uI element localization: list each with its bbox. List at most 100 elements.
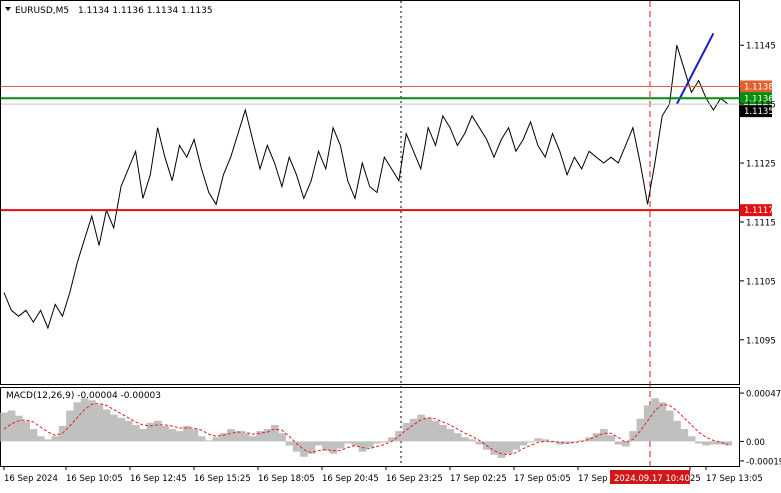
macd-histogram-bar xyxy=(351,441,360,446)
macd-histogram-bar xyxy=(687,436,696,442)
macd-histogram-bar xyxy=(344,441,352,444)
macd-histogram-bar xyxy=(461,437,469,442)
macd-histogram-bar xyxy=(534,438,542,442)
x-tick-label: 16 Sep 2024 xyxy=(4,474,58,484)
event-time-label: 2024.09.17 10:40 xyxy=(614,474,690,484)
macd-histogram-bar xyxy=(44,439,52,442)
macd-histogram-bar xyxy=(556,441,564,445)
macd-histogram-bar xyxy=(358,441,367,452)
macd-histogram-bar xyxy=(680,429,689,442)
macd-histogram-bar xyxy=(285,441,294,446)
macd-histogram-bar xyxy=(695,441,703,444)
x-tick-label: 16 Sep 23:25 xyxy=(386,474,443,484)
macd-histogram-bar xyxy=(51,436,60,442)
macd-histogram-bar xyxy=(205,440,213,442)
vertical-lines xyxy=(400,1,651,466)
price-plot xyxy=(3,32,729,330)
current-price-price-tag xyxy=(740,105,772,118)
macd-histogram-bar xyxy=(212,437,221,442)
trend-line[interactable] xyxy=(675,32,715,105)
macd-histogram-bar xyxy=(7,410,16,442)
macd-histogram-bar xyxy=(636,418,645,442)
resistance-price-label: 1.1138 xyxy=(744,82,774,92)
macd-histogram-bar xyxy=(373,441,382,444)
price-line xyxy=(3,45,729,330)
macd-histogram-bar xyxy=(153,420,162,442)
macd-histogram-bar xyxy=(175,431,184,442)
macd-histogram-bar xyxy=(161,425,169,442)
macd-histogram-bar xyxy=(241,433,250,442)
macd-histogram-bar xyxy=(314,441,323,446)
dropdown-triangle-icon[interactable] xyxy=(5,7,11,11)
macd-signal-line xyxy=(3,402,729,456)
macd-histogram-bar xyxy=(417,414,425,442)
macd-histogram-bar xyxy=(497,441,506,458)
macd-histogram-bar xyxy=(519,441,528,446)
macd-histogram-bar xyxy=(190,429,199,442)
macd-histogram-bar xyxy=(146,422,155,442)
macd-histogram-bar xyxy=(402,422,411,442)
macd-histogram-bar xyxy=(131,424,140,442)
macd-histogram-bar xyxy=(95,404,104,442)
macd-title: MACD(12,26,9) -0.00004 -0.00003 xyxy=(6,391,161,401)
x-tick-label: 17 Sep 13:05 xyxy=(706,474,763,484)
ohlc-values: 1.1134 1.1136 1.1134 1.1135 xyxy=(78,6,213,16)
macd-histogram-bar xyxy=(717,441,725,445)
macd-histogram-bar xyxy=(468,439,477,442)
macd-histogram-bar xyxy=(270,424,279,442)
target-price-label: 1.1136 xyxy=(744,94,774,104)
macd-histogram-bar xyxy=(643,405,652,442)
support-price-label: 1.1117 xyxy=(744,206,774,216)
macd-histogram-bar xyxy=(651,398,659,442)
macd-histogram-bar xyxy=(621,441,630,447)
price-y-tick-label: 1.1115 xyxy=(746,218,776,228)
macd-histogram-bar xyxy=(227,429,235,442)
macd-histogram-bar xyxy=(709,441,718,445)
macd-histogram-bar xyxy=(29,429,38,442)
macd-histogram-bar xyxy=(563,441,572,444)
macd-histogram-bar xyxy=(139,429,148,442)
macd-histogram-bar xyxy=(380,441,389,443)
macd-plot xyxy=(0,398,733,458)
macd-histogram-bar xyxy=(366,441,374,448)
event-time-tag xyxy=(610,470,690,484)
macd-histogram-bar xyxy=(541,439,550,442)
x-tick-label: 16 Sep 20:45 xyxy=(322,474,379,484)
macd-histogram-bar xyxy=(22,420,30,442)
macd-histogram-bar xyxy=(702,441,711,446)
axis-labels: 1.1145 1.1135 1.1125 1.1115 1.1105 1.1095 0.00… xyxy=(3,42,781,484)
macd-histogram-bar xyxy=(336,441,345,449)
macd-y-tick-label: 0.00047 xyxy=(746,390,781,400)
chart-header: EURUSD,M5 1.1134 1.1136 1.1134 1.1135 xyxy=(5,6,213,16)
macd-histogram-bar xyxy=(110,414,118,442)
x-tick-label: 17 Sep 02:25 xyxy=(450,474,507,484)
macd-histogram-bar xyxy=(102,409,111,442)
macd-histogram-bar xyxy=(607,435,616,442)
price-panel-border xyxy=(0,0,740,385)
macd-histogram-bar xyxy=(424,417,433,442)
macd-histogram-bar xyxy=(724,441,733,446)
macd-histogram-bar xyxy=(439,424,447,442)
macd-histogram-bar xyxy=(183,425,191,442)
macd-histogram-bar xyxy=(614,441,623,445)
x-tick-label: 16 Sep 15:25 xyxy=(194,474,251,484)
macd-histogram-bar xyxy=(248,436,257,442)
x-tick-label: 16 Sep 12:45 xyxy=(130,474,187,484)
macd-histogram-bar xyxy=(58,425,67,442)
macd-histogram-bar xyxy=(329,441,338,454)
macd-histogram-bar xyxy=(124,420,133,442)
macd-histogram-bar xyxy=(526,441,535,443)
macd-histogram-bar xyxy=(409,418,418,442)
x-tick-label: 17 Sep 05:05 xyxy=(514,474,571,484)
price-y-tick-label: 1.1145 xyxy=(746,42,776,52)
macd-histogram-bar xyxy=(263,429,272,442)
macd-histogram-bar xyxy=(475,441,484,445)
macd-histogram-bar xyxy=(300,441,308,457)
x-tick-label: 25 xyxy=(690,474,701,484)
macd-histogram-bar xyxy=(431,420,440,442)
x-tick-label: 16 Sep 10:05 xyxy=(66,474,123,484)
macd-y-tick-label: 0.00 xyxy=(746,438,765,448)
